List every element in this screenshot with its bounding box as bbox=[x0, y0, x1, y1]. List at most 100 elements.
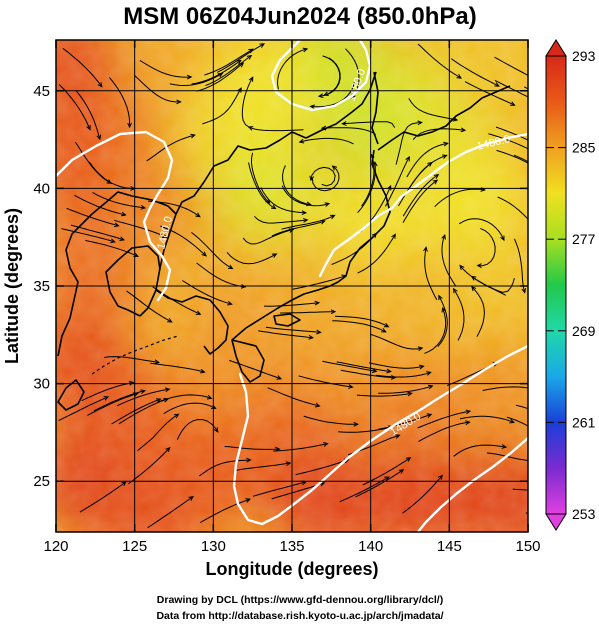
streamline-arrowhead bbox=[161, 233, 168, 239]
streamline-arrowhead bbox=[460, 127, 467, 133]
streamline-arrowhead bbox=[240, 283, 247, 289]
colorbar-tick-label: 293 bbox=[572, 48, 596, 64]
streamline-arrowhead bbox=[119, 236, 125, 242]
streamlines bbox=[58, 43, 546, 529]
plot-area: 1480.0 1480.0 1480.0 1480.0 120 125 130 135… bbox=[33, 39, 546, 555]
streamline-arrowhead bbox=[501, 444, 508, 449]
streamline bbox=[412, 128, 466, 140]
streamline bbox=[79, 481, 127, 513]
streamline-arrowhead bbox=[542, 146, 546, 150]
streamline bbox=[118, 398, 169, 425]
streamline bbox=[376, 371, 431, 378]
streamline-arrowhead bbox=[405, 457, 412, 462]
streamline-arrowhead bbox=[537, 460, 541, 464]
streamline-arrowhead bbox=[417, 346, 424, 352]
streamline bbox=[281, 185, 330, 207]
streamline-arrowhead bbox=[476, 263, 482, 269]
streamline bbox=[453, 288, 465, 341]
colorbar-tick-label: 269 bbox=[572, 323, 596, 339]
streamline-arrowhead bbox=[320, 125, 327, 131]
streamline-arrowhead bbox=[510, 101, 516, 106]
streamline bbox=[322, 360, 377, 372]
streamline bbox=[494, 80, 528, 98]
streamline bbox=[406, 142, 448, 178]
streamline bbox=[384, 156, 410, 207]
footer-data-source: Data from http://database.rish.kyoto-u.a… bbox=[156, 610, 443, 622]
streamline-arrowhead bbox=[471, 285, 477, 292]
streamline bbox=[298, 375, 353, 388]
streamline-arrowhead bbox=[314, 300, 321, 306]
streamline-arrowhead bbox=[323, 91, 329, 97]
streamline-arrowhead bbox=[236, 59, 242, 65]
streamline-arrowhead bbox=[330, 309, 337, 315]
streamline-arrowhead bbox=[154, 359, 160, 365]
colorbar-tick-label: 277 bbox=[572, 231, 596, 247]
streamline bbox=[147, 200, 201, 218]
streamline-arrowhead bbox=[383, 322, 390, 328]
streamline bbox=[191, 232, 233, 270]
streamline-arrowhead bbox=[302, 217, 309, 223]
streamline-arrowhead bbox=[432, 179, 439, 185]
streamline bbox=[417, 410, 471, 429]
streamline-arrowhead bbox=[188, 496, 194, 501]
coastline-yellow-sea bbox=[105, 245, 161, 317]
streamline-arrowhead bbox=[353, 421, 359, 427]
colorbar-top-arrow bbox=[545, 39, 567, 57]
streamline bbox=[254, 216, 308, 224]
streamline bbox=[126, 290, 172, 323]
streamline bbox=[368, 362, 424, 369]
streamline-arrowhead bbox=[371, 368, 378, 374]
streamline-arrowhead bbox=[500, 235, 505, 242]
streamline-arrowhead bbox=[324, 202, 331, 207]
streamline-arrowhead bbox=[163, 397, 170, 403]
streamline bbox=[116, 388, 170, 407]
streamline-arrowhead bbox=[200, 368, 206, 374]
streamline bbox=[418, 421, 470, 443]
streamline-arrowhead bbox=[155, 398, 162, 403]
streamline bbox=[331, 233, 377, 265]
coastline-china-east bbox=[57, 191, 177, 357]
streamline bbox=[224, 446, 280, 450]
streamline bbox=[355, 469, 404, 498]
streamline bbox=[271, 220, 325, 237]
streamline-arrowhead bbox=[538, 80, 542, 84]
streamline-arrowhead bbox=[301, 210, 308, 216]
streamline bbox=[336, 361, 391, 372]
streamline-arrowhead bbox=[331, 165, 338, 171]
streamline-arrowhead bbox=[86, 125, 91, 131]
streamline bbox=[104, 356, 159, 363]
streamline bbox=[258, 330, 313, 339]
streamline-arrowhead bbox=[443, 141, 449, 147]
streamline bbox=[340, 369, 396, 379]
streamline-arrowhead bbox=[456, 74, 462, 79]
streamline-arrowhead bbox=[535, 151, 539, 155]
streamline-arrowhead bbox=[201, 251, 207, 257]
streamline-arrowhead bbox=[381, 328, 387, 333]
streamline bbox=[437, 295, 448, 347]
streamline-arrowhead bbox=[417, 120, 423, 126]
streamline bbox=[85, 240, 139, 257]
streamline bbox=[369, 333, 423, 350]
streamline-arrowhead bbox=[140, 205, 147, 210]
streamline-arrowhead bbox=[248, 48, 254, 54]
x-tick-label: 120 bbox=[43, 538, 68, 555]
streamline bbox=[453, 444, 507, 457]
streamline bbox=[137, 413, 179, 452]
streamline bbox=[338, 426, 393, 433]
streamline bbox=[182, 280, 232, 305]
streamline-arrowhead bbox=[186, 74, 193, 80]
streamline bbox=[292, 275, 347, 290]
x-tick-label: 135 bbox=[279, 538, 304, 555]
streamline bbox=[267, 387, 320, 407]
y-tick-label: 35 bbox=[33, 278, 50, 295]
streamline-arrowhead bbox=[106, 179, 113, 184]
streamline-arrowhead bbox=[309, 104, 316, 110]
streamline bbox=[265, 326, 321, 333]
streamline-arrowhead bbox=[97, 82, 103, 88]
streamline bbox=[471, 276, 515, 293]
x-tick-label: 130 bbox=[201, 538, 226, 555]
streamline bbox=[75, 89, 101, 140]
x-axis-title: Longitude (degrees) bbox=[205, 559, 378, 579]
streamline-arrowhead bbox=[190, 133, 196, 139]
streamline bbox=[226, 251, 277, 265]
